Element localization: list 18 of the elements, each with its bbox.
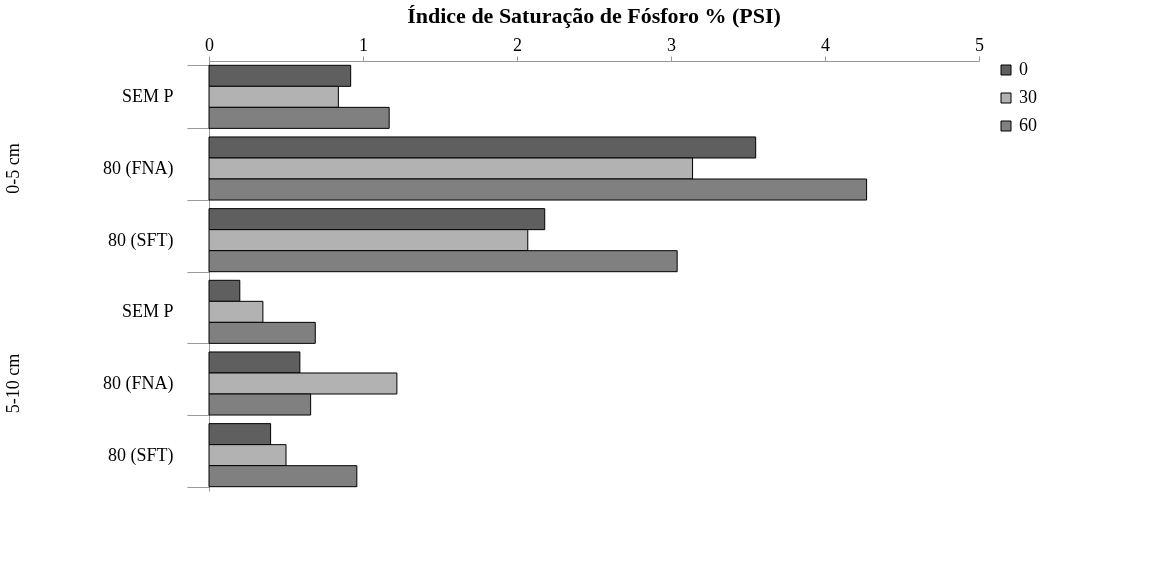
- x-tick-label: 5: [975, 34, 984, 55]
- y-tick-label: 80 (SFT): [107, 444, 174, 466]
- y-tick-label: 80 (FNA): [103, 158, 174, 179]
- x-tick-label: 2: [513, 34, 522, 55]
- legend-label: 60: [1019, 115, 1037, 135]
- x-tick-label: 3: [667, 34, 676, 55]
- x-tick-label: 4: [821, 34, 830, 55]
- y-tick-label: 80 (FNA): [103, 373, 174, 394]
- y-tick-label: SEM P: [121, 301, 174, 322]
- y-tick-label: 80 (SFT): [107, 229, 174, 251]
- legend-label: 0: [1019, 59, 1028, 79]
- x-tick-label: 1: [359, 34, 368, 55]
- text: 0-5 cm: [3, 143, 23, 194]
- legend-label: 30: [1019, 87, 1037, 107]
- text: 5-10 cm: [3, 353, 23, 414]
- chart-title: Índice de Saturação de Fósforo % (PSI): [407, 3, 781, 28]
- x-tick-label: 0: [205, 34, 214, 55]
- y-tick-label: SEM P: [121, 86, 174, 107]
